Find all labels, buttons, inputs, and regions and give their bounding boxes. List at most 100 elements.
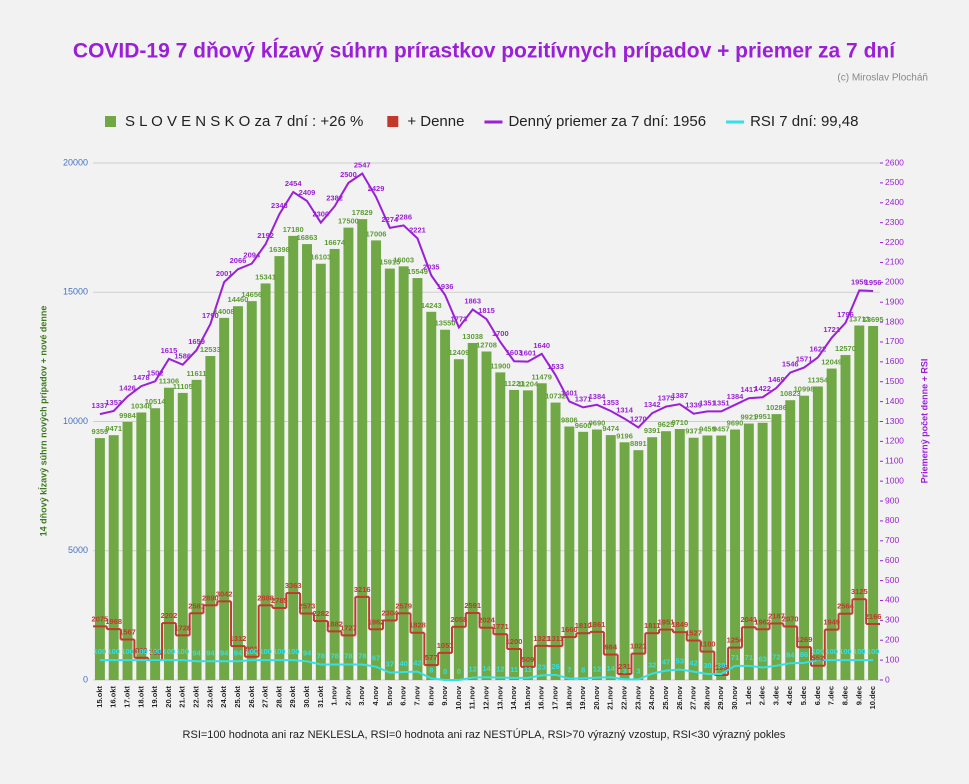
step-label: 2202: [161, 611, 178, 620]
step-label: 1311: [547, 634, 563, 643]
bar-label: 17180: [283, 225, 304, 234]
y2-tick-label: 1700: [885, 336, 904, 346]
x-tick-label: 1.dec: [744, 686, 753, 705]
line-label: 1863: [464, 297, 481, 306]
step-label: 196: [715, 663, 728, 672]
step-label: 2282: [312, 609, 329, 618]
line-label: 71: [745, 653, 753, 662]
step-label: 2166: [865, 612, 882, 621]
line-label: 2343: [271, 201, 288, 210]
line-label: 100: [867, 647, 880, 656]
bar: [426, 311, 437, 680]
line-label: 78: [330, 651, 338, 660]
line-label: 100: [94, 647, 107, 656]
bar-label: 11479: [532, 372, 552, 381]
bar: [122, 421, 133, 680]
bar: [288, 235, 299, 680]
x-tick-label: 25.okt: [233, 686, 242, 708]
y-axis-title: 14 dňový kĺzavý súhrn nových prípadov + …: [37, 306, 48, 537]
step-label: 2591: [464, 601, 481, 610]
bar-label: 13550: [435, 319, 456, 328]
bar: [274, 256, 285, 680]
step-label: 552: [812, 654, 825, 663]
bar-label: 10348: [131, 401, 152, 410]
line-label: 3: [622, 666, 626, 675]
x-tick-label: 7.dec: [827, 686, 836, 705]
x-tick-label: 2.dec: [758, 686, 767, 705]
step-label: 2041: [740, 615, 757, 624]
bar: [578, 431, 589, 680]
x-tick-label: 6.nov: [399, 685, 408, 705]
y-tick-label: 10000: [63, 416, 88, 426]
line-label: 94: [220, 648, 229, 657]
step-label: 1861: [589, 620, 606, 629]
y-tick-label: 20000: [63, 157, 88, 167]
line-label: 94: [303, 648, 312, 657]
bar-label: 12533: [200, 345, 221, 354]
line-label: 1586: [174, 352, 191, 361]
x-tick-label: 25.nov: [661, 685, 670, 710]
x-tick-label: 30.nov: [730, 685, 739, 710]
x-tick-label: 15.okt: [95, 686, 104, 708]
line-label: 0: [443, 667, 447, 676]
bar: [191, 379, 202, 680]
bar-label: 14243: [421, 301, 442, 310]
x-tick-label: 29.okt: [288, 686, 297, 708]
step-label: 860: [135, 646, 148, 655]
line-label: 1796: [837, 310, 854, 319]
x-tick-label: 28.okt: [274, 686, 283, 708]
bar-label: 9359: [92, 427, 109, 436]
y2-tick-label: 900: [885, 495, 899, 505]
x-tick-label: 5.dec: [799, 686, 808, 705]
y2-tick-label: 1600: [885, 356, 904, 366]
line-label: 78: [358, 651, 366, 660]
line-label: 100: [149, 647, 162, 656]
line-label: 1478: [133, 373, 150, 382]
line-label: 94: [206, 648, 215, 657]
y2-tick-label: 600: [885, 555, 899, 565]
bar: [163, 387, 174, 680]
y2-tick-label: 2200: [885, 237, 904, 247]
step-label: 1269: [796, 635, 813, 644]
bar-label: 11306: [159, 377, 179, 386]
line-label: 1422: [754, 384, 771, 393]
line-label: 1337: [92, 401, 109, 410]
step-label: 2890: [202, 593, 219, 602]
line-label: 1401: [561, 388, 578, 397]
step-label: 1051: [437, 641, 454, 650]
bar: [771, 414, 782, 680]
y-tick-label: 5000: [68, 545, 88, 555]
bar-label: 14008: [214, 307, 235, 316]
line-label: 1469: [768, 375, 785, 384]
bar: [812, 386, 823, 680]
x-tick-label: 21.okt: [178, 686, 187, 708]
bar-label: 9921: [740, 413, 757, 422]
line-label: 12: [496, 665, 504, 674]
bar: [716, 435, 727, 680]
y2-tick-label: 1000: [885, 475, 904, 485]
line-label: 1339: [685, 401, 702, 410]
bar: [619, 442, 630, 680]
y2-axis-title: Priemerný počet denne + RSI: [919, 359, 929, 484]
x-tick-label: 5.nov: [385, 685, 394, 705]
line-label: 47: [662, 658, 670, 667]
line-label: 2274: [382, 215, 400, 224]
y2-tick-label: 400: [885, 595, 899, 605]
bar-label: 10998: [794, 385, 815, 394]
bar-label: 11204: [518, 379, 539, 388]
bar: [633, 450, 644, 680]
bar-label: 10823: [780, 389, 801, 398]
bar-label: 11611: [187, 369, 207, 378]
line-label: 100: [163, 647, 176, 656]
bar-label: 9457: [713, 425, 730, 434]
credit: (c) Miroslav Plocháň: [837, 73, 928, 84]
x-tick-label: 23.okt: [205, 686, 214, 708]
line-label: 94: [192, 648, 201, 657]
bar: [440, 329, 451, 680]
line-label: 1502: [147, 368, 164, 377]
bar: [315, 263, 326, 680]
line-label: 1721: [823, 325, 840, 334]
x-tick-label: 22.okt: [192, 686, 201, 708]
line-label: 23: [538, 662, 546, 671]
bar-label: 17829: [352, 208, 373, 217]
